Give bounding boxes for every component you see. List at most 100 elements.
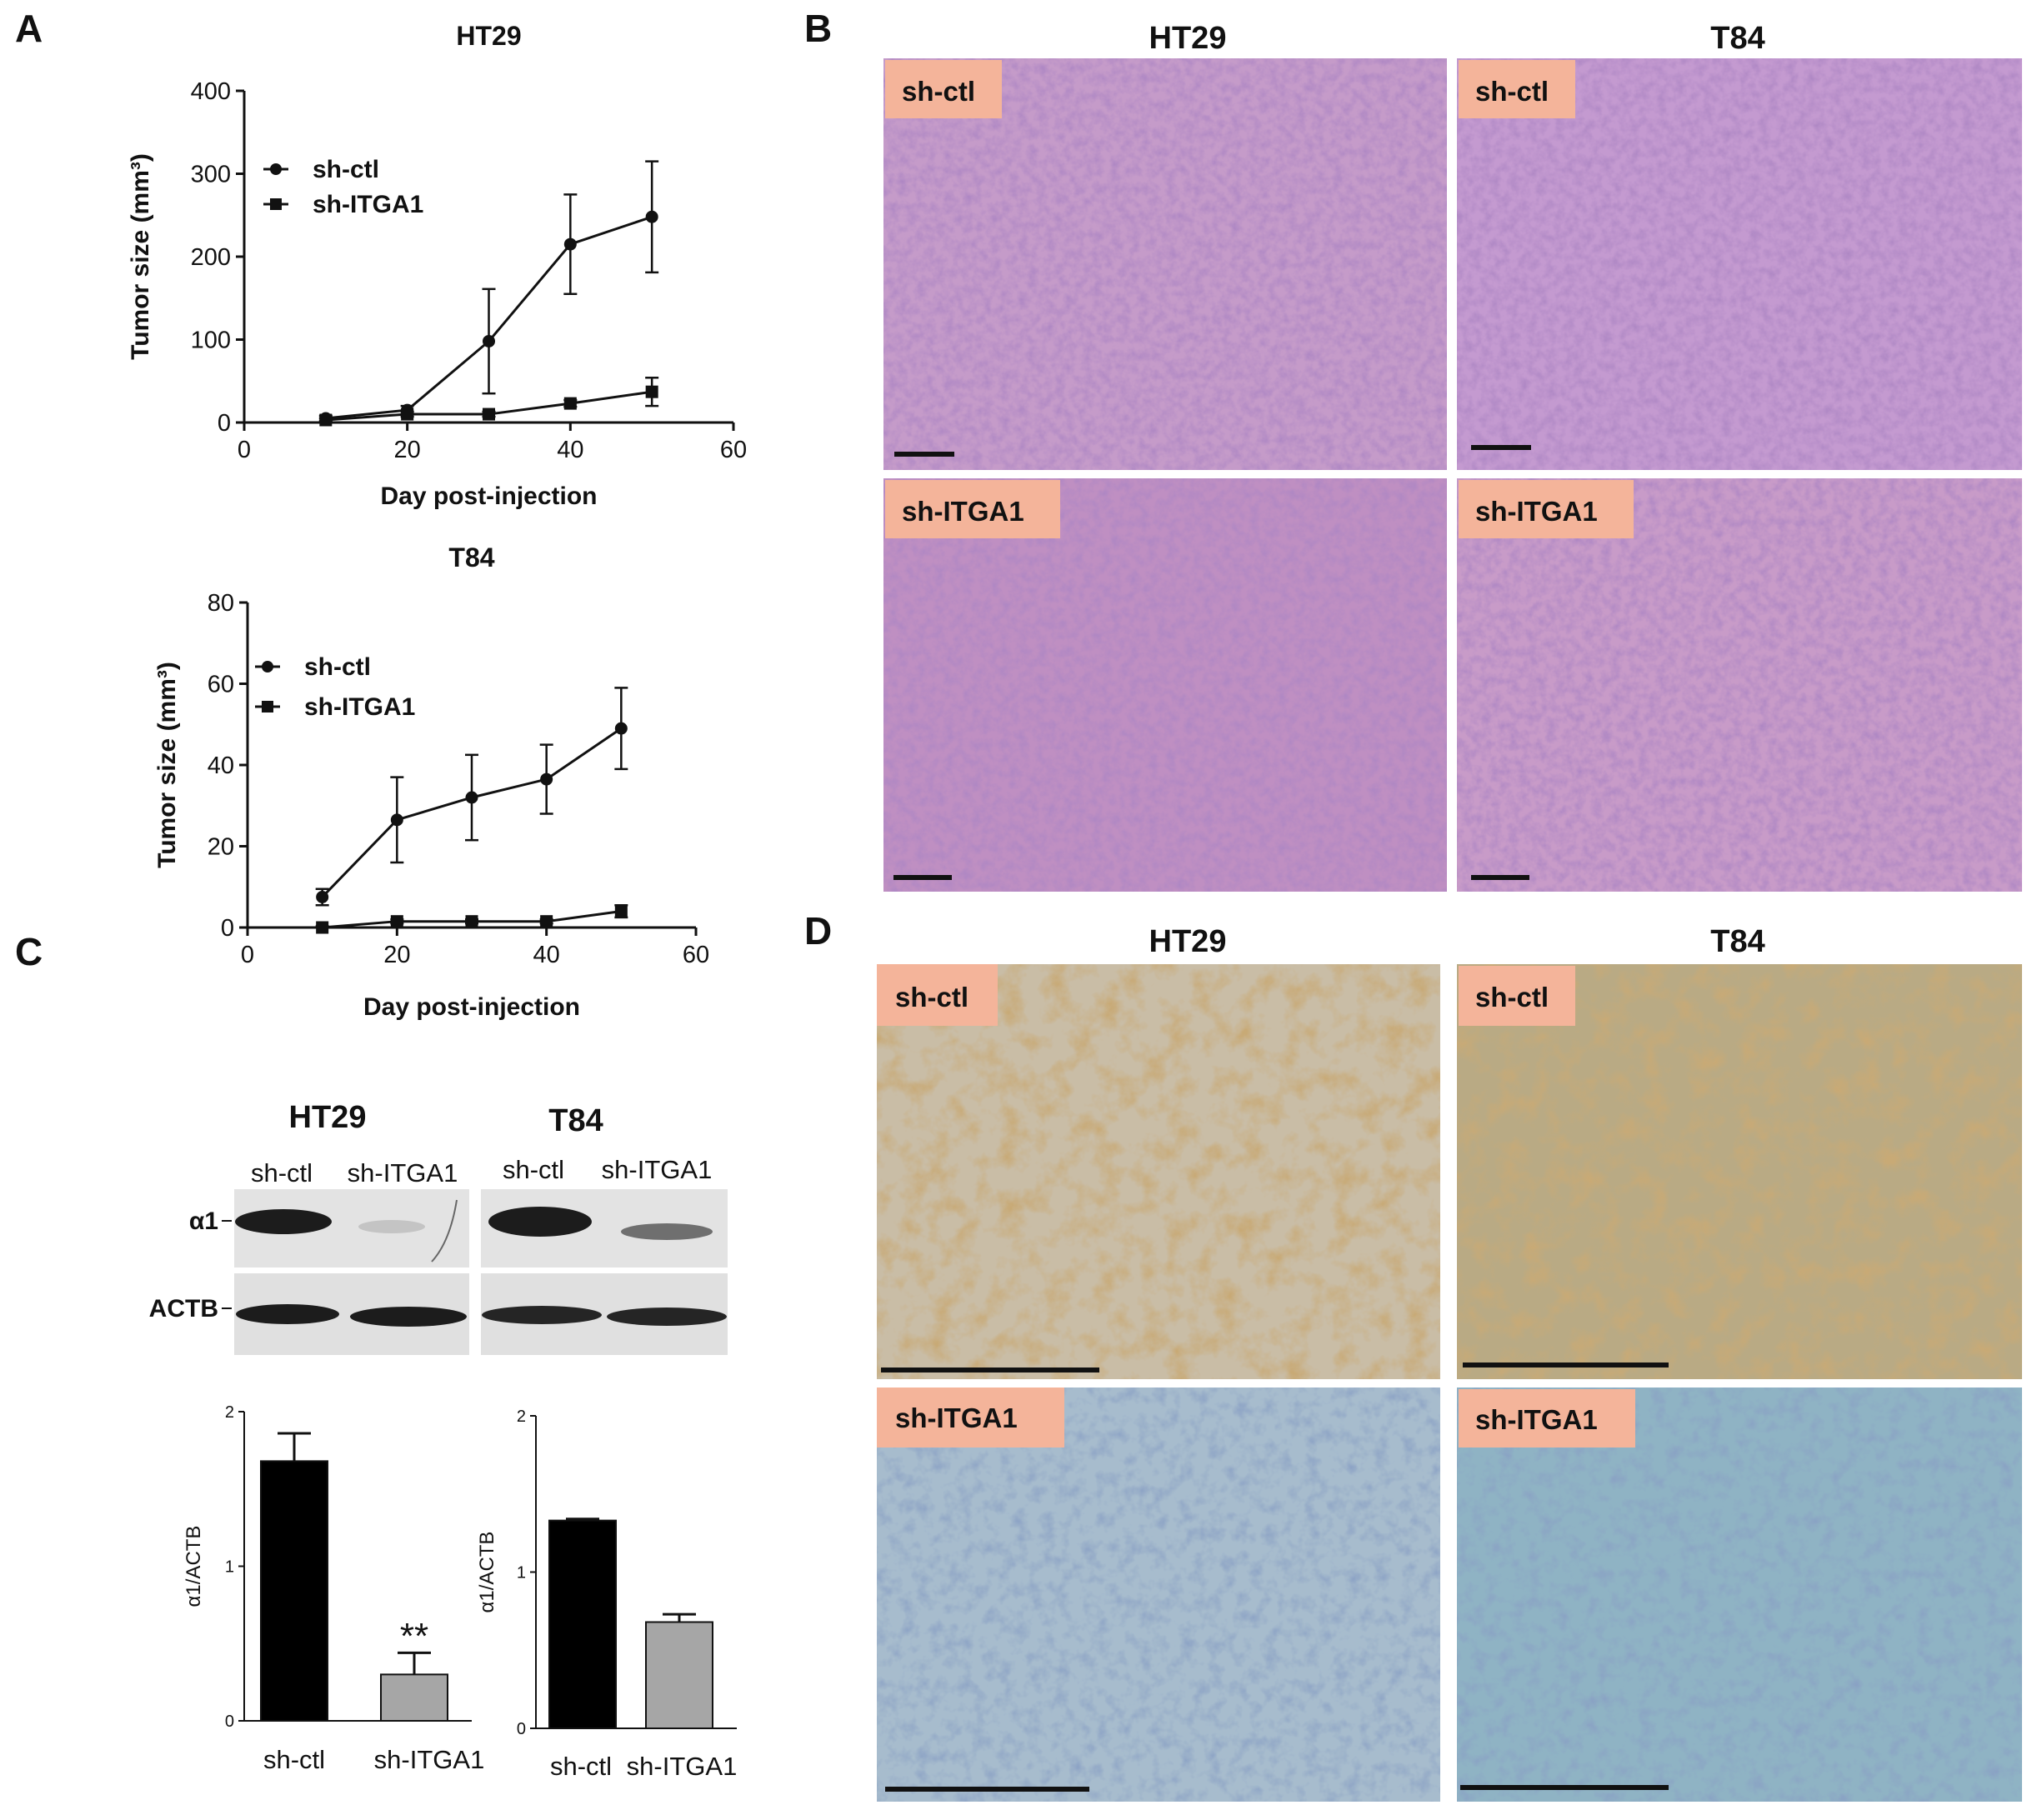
he-image-ht29-shctl <box>883 58 1447 470</box>
data-point-sh-ctl <box>540 772 553 786</box>
y-tick-label: 0 <box>218 410 231 437</box>
wb-band <box>358 1220 425 1233</box>
legend-label: sh-ITGA1 <box>313 191 423 218</box>
data-point-sh-ITGA1 <box>645 385 658 398</box>
legend-label: sh-ctl <box>304 653 371 681</box>
y-tick-label: 200 <box>191 244 231 271</box>
ihc-col-title-ht29: HT29 <box>1149 924 1227 959</box>
svg-text:sh-ctl: sh-ctl <box>1475 76 1549 107</box>
he-col-title-ht29: HT29 <box>1149 21 1227 56</box>
legend-marker <box>270 163 282 175</box>
x-axis-label: Day post-injection <box>363 993 580 1021</box>
y-axis-label: Tumor size (mm³) <box>153 662 181 868</box>
data-point-sh-ctl <box>465 791 478 804</box>
y-tick-label: 0 <box>221 915 234 942</box>
legend-marker <box>262 661 273 672</box>
he-image-t84-shitga1 <box>1457 478 2022 892</box>
scale-bar <box>893 875 952 880</box>
he-image-t84-shctl <box>1457 58 2022 470</box>
scale-bar <box>894 452 954 457</box>
wb-band <box>235 1209 332 1234</box>
x-tick-label: 40 <box>557 437 583 463</box>
data-point-sh-ctl <box>645 210 658 223</box>
category-label: sh-ctl <box>263 1745 325 1774</box>
data-point-sh-ITGA1 <box>563 397 577 410</box>
he-image-ht29-shitga1 <box>883 478 1447 892</box>
bar-chart-ht29: 0 1 2 α1/ACTB sh-ctl sh-ITGA1 ** <box>183 1403 484 1774</box>
he-histology-grid: HT29 T84 sh-ctl sh-ctl <box>883 21 2022 892</box>
chart-title: HT29 <box>456 21 521 51</box>
data-point-sh-ITGA1 <box>614 905 628 918</box>
scale-bar <box>1463 1362 1669 1368</box>
data-point-sh-ctl <box>563 238 577 251</box>
x-tick-label: 20 <box>394 437 421 463</box>
bar-sh-ITGA1 <box>645 1621 713 1729</box>
bar-sh-ctl <box>260 1460 328 1722</box>
y-tick-label: 1 <box>517 1564 526 1582</box>
y-tick-label: 1 <box>225 1558 234 1577</box>
scale-bar <box>885 1787 1089 1792</box>
category-label: sh-ITGA1 <box>374 1745 485 1774</box>
chart-title: T84 <box>448 542 494 572</box>
he-tag-ht29-shitga1: sh-ITGA1 <box>885 480 1060 538</box>
ihc-histology-grid: HT29 T84 sh-ctl sh-ctl <box>877 924 2022 1802</box>
legend-marker <box>270 198 282 210</box>
y-tick-label: 400 <box>191 78 231 105</box>
data-point-sh-ctl <box>390 813 403 827</box>
svg-text:sh-ITGA1: sh-ITGA1 <box>1475 496 1598 527</box>
scale-bar <box>1460 1785 1669 1790</box>
he-tag-t84-shitga1: sh-ITGA1 <box>1459 480 1634 538</box>
legend-label: sh-ctl <box>313 156 379 183</box>
ihc-tag-ht29-shctl: sh-ctl <box>877 964 998 1026</box>
data-point-sh-ITGA1 <box>319 413 333 427</box>
y-tick-label: 80 <box>208 590 234 617</box>
wb-row-actb: ACTB <box>149 1295 218 1322</box>
wb-band <box>236 1304 339 1324</box>
data-point-sh-ITGA1 <box>401 408 414 421</box>
he-col-title-t84: T84 <box>1710 21 1764 56</box>
wb-title-t84: T84 <box>548 1103 603 1138</box>
scale-bar <box>881 1368 1099 1372</box>
ihc-image-ht29-shitga1 <box>877 1388 1440 1802</box>
scale-bar <box>1471 445 1531 450</box>
ihc-image-t84-shctl <box>1457 964 2022 1379</box>
y-axis-label: α1/ACTB <box>476 1532 498 1613</box>
y-tick-label: 0 <box>517 1720 526 1738</box>
panel-letter-c: C <box>15 930 43 973</box>
wb-lane-ht29-shitga1: sh-ITGA1 <box>348 1158 458 1188</box>
y-tick-label: 2 <box>225 1403 234 1422</box>
y-tick-label: 300 <box>191 162 231 188</box>
y-axis-label: α1/ACTB <box>183 1526 205 1608</box>
data-point-sh-ctl <box>316 890 329 903</box>
x-tick-label: 40 <box>533 942 560 968</box>
ihc-image-t84-shitga1 <box>1457 1388 2022 1802</box>
category-label: sh-ITGA1 <box>627 1752 738 1781</box>
y-axis-label: Tumor size (mm³) <box>127 153 154 360</box>
significance-label: ** <box>400 1616 428 1657</box>
data-point-sh-ITGA1 <box>540 915 553 928</box>
wb-row-alpha1: α1 <box>189 1208 218 1235</box>
wb-band <box>482 1306 602 1324</box>
wb-band <box>607 1308 727 1326</box>
svg-text:sh-ctl: sh-ctl <box>902 76 975 107</box>
bar-sh-ctl <box>548 1519 617 1729</box>
he-tag-t84-shctl: sh-ctl <box>1459 60 1575 118</box>
ihc-col-title-t84: T84 <box>1710 924 1764 959</box>
wb-title-ht29: HT29 <box>289 1100 367 1135</box>
data-point-sh-ctl <box>614 722 628 735</box>
line-chart-t84: T84 0 20 40 60 80 0 20 40 60 Day post-injection Tum… <box>153 542 709 1021</box>
wb-band <box>350 1307 467 1327</box>
wb-lane-ht29-shctl: sh-ctl <box>251 1158 313 1188</box>
ihc-tag-t84-shctl: sh-ctl <box>1459 966 1575 1026</box>
line-chart-ht29: HT29 0 100 200 300 400 0 20 40 60 Day post-injecti… <box>127 21 747 510</box>
ihc-tag-ht29-shitga1: sh-ITGA1 <box>877 1388 1064 1448</box>
x-tick-label: 60 <box>720 437 747 463</box>
x-tick-label: 20 <box>383 942 410 968</box>
y-tick-label: 100 <box>191 328 231 354</box>
data-point-sh-ITGA1 <box>390 915 403 928</box>
legend-label: sh-ITGA1 <box>304 693 415 721</box>
legend-marker <box>262 701 273 712</box>
y-tick-label: 0 <box>225 1712 234 1731</box>
ihc-tag-t84-shitga1: sh-ITGA1 <box>1459 1389 1635 1448</box>
